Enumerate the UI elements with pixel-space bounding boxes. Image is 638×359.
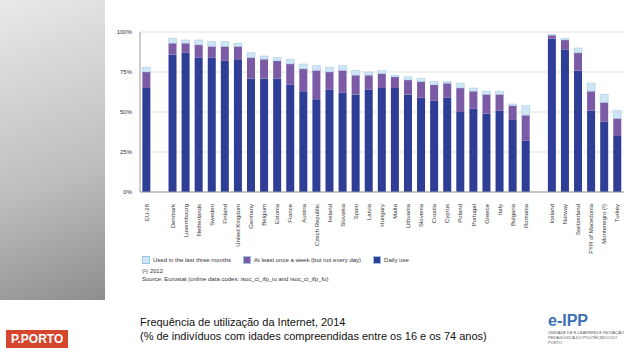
svg-text:Finland: Finland [222,204,228,224]
svg-text:Romania: Romania [523,203,529,228]
svg-text:Malta: Malta [392,203,398,218]
html-text:At least once a week (but not: At least once a week (but not every day) [254,257,362,263]
svg-text:Norway: Norway [562,204,568,224]
html-text:e-IPP: e-IPP [548,312,588,329]
svg-text:United Kingdom: United Kingdom [235,204,241,247]
html-text:Daily use: Daily use [384,257,409,263]
svg-text:Greece: Greece [484,203,490,223]
svg-text:Iceland: Iceland [549,204,555,223]
svg-text:Switzerland: Switzerland [575,204,581,235]
svg-text:Slovakia: Slovakia [340,203,346,226]
html-text:(¹) 2012: (¹) 2012 [142,268,163,274]
svg-text:Croatia: Croatia [431,203,437,223]
svg-text:Sweden: Sweden [209,204,215,226]
svg-text:Montenegro (¹): Montenegro (¹) [601,204,607,244]
svg-text:Czech Republic: Czech Republic [314,204,320,246]
html-text:Source: Eurostat (online data: Source: Eurostat (online data codes: iso… [142,276,329,282]
html-text:Used in the last three months: Used in the last three months [153,257,231,263]
svg-text:100%: 100% [117,29,133,35]
svg-text:25%: 25% [120,149,133,155]
svg-text:Austria: Austria [301,203,307,222]
svg-text:Slovenia: Slovenia [418,203,424,227]
svg-text:Bulgaria: Bulgaria [510,203,516,226]
svg-text:Belgium: Belgium [261,204,267,226]
svg-text:EU-28: EU-28 [144,203,150,221]
svg-text:0%: 0% [123,189,132,195]
html-text:(% de indivíduos com idades co: (% de indivíduos com idades compreendida… [140,330,487,342]
svg-text:Luxembourg: Luxembourg [183,204,189,237]
svg-text:Denmark: Denmark [170,203,176,228]
svg-text:Poland: Poland [457,204,463,223]
svg-text:Portugal: Portugal [471,204,477,226]
svg-text:France: France [287,203,293,222]
svg-text:FYR of Macedonia: FYR of Macedonia [588,203,594,253]
svg-text:Italy: Italy [497,204,503,215]
svg-text:Lithuania: Lithuania [405,203,411,228]
svg-text:Latvia: Latvia [366,203,372,220]
svg-text:Spain: Spain [353,204,359,219]
svg-text:Hungary: Hungary [379,204,385,227]
svg-text:Ireland: Ireland [327,204,333,222]
html-text:UNIDADE DE E-LEARNING E INOVAÇ: UNIDADE DE E-LEARNING E INOVAÇÃO PEDAGÓG… [548,330,624,345]
svg-text:Estonia: Estonia [274,203,280,224]
svg-text:Netherlands: Netherlands [196,204,202,236]
svg-text:Cyprus: Cyprus [444,204,450,223]
html-text:P.PORTO: P.PORTO [11,332,64,346]
svg-text:Turkey: Turkey [614,204,620,222]
svg-text:50%: 50% [120,109,133,115]
svg-text:Germany: Germany [248,204,254,229]
svg-text:75%: 75% [120,69,133,75]
html-text:Frequência de utilização da In: Frequência de utilização da Internet, 20… [140,316,346,328]
